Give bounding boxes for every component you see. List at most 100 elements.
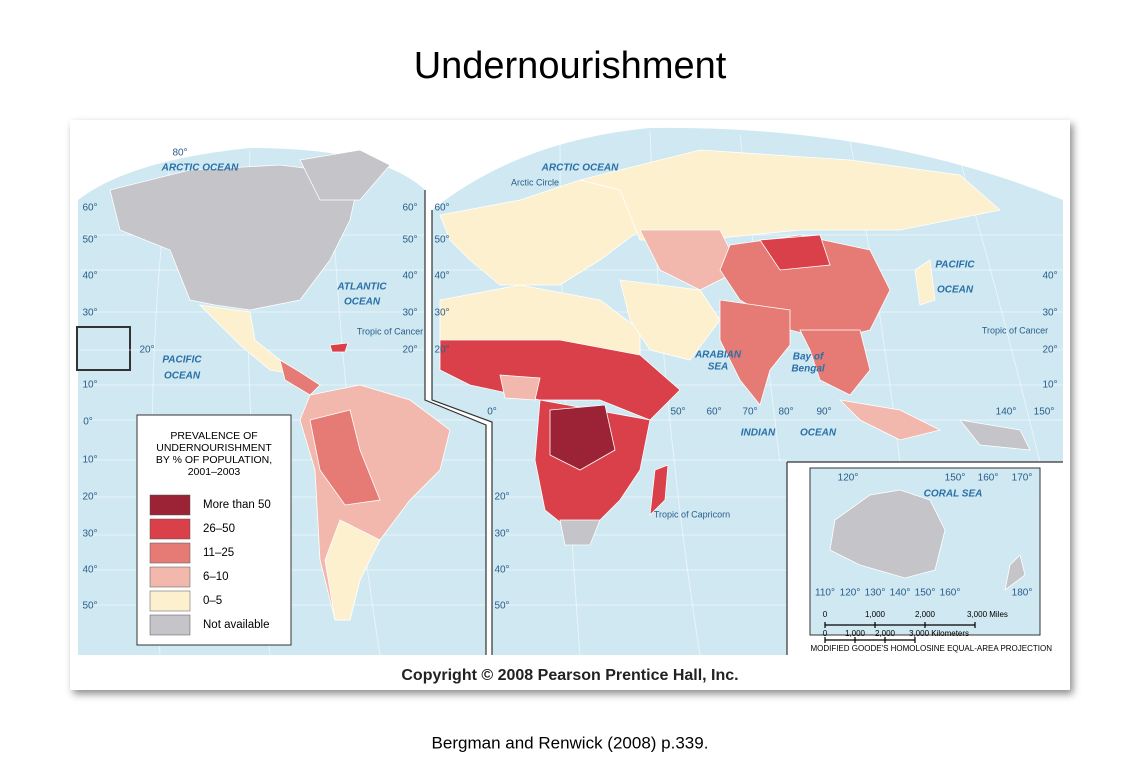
degree-label: 40°: [494, 565, 509, 576]
japan: [914, 259, 936, 306]
ocean-label: OCEAN: [164, 371, 201, 382]
andes-countries: [309, 409, 381, 506]
degree-label: 0°: [487, 407, 497, 418]
degree-label: 70°: [742, 407, 757, 418]
degree-label: 20°: [139, 345, 154, 356]
degree-label: 30°: [434, 308, 449, 319]
title: Undernourishment: [414, 45, 727, 87]
citation: Bergman and Renwick (2008) p.339.: [432, 733, 709, 752]
ocean-label: OCEAN: [800, 428, 837, 439]
ocean-label: ARABIAN: [694, 350, 742, 361]
map-labels: ARCTIC OCEAN ARCTIC OCEAN ATLANTIC OCEAN PAC…: [82, 148, 1057, 612]
degree-label: 30°: [82, 529, 97, 540]
legend-label: 11–25: [203, 547, 234, 559]
line-label: Tropic of Cancer: [982, 325, 1048, 335]
legend-swatch: [149, 614, 191, 636]
scale-miles-label: 0: [823, 610, 828, 619]
legend-label: 26–50: [203, 523, 235, 535]
indonesia: [838, 399, 942, 441]
degree-label: 110°: [815, 588, 835, 599]
degree-label: 50°: [670, 407, 685, 418]
degree-label: 170°: [1012, 473, 1033, 484]
degree-label: 40°: [82, 271, 97, 282]
ocean-label: SEA: [708, 362, 729, 373]
russia: [579, 149, 1001, 241]
legend-swatch: [149, 590, 191, 612]
sahel: [439, 339, 681, 421]
line-label: Tropic of Cancer: [357, 326, 423, 336]
hawaii-inset: [76, 326, 131, 371]
degree-label: 20°: [1042, 345, 1057, 356]
degree-label: 30°: [82, 308, 97, 319]
legend-label: More than 50: [203, 499, 271, 511]
ocean-label: PACIFIC: [162, 355, 202, 366]
scale-lines: [824, 622, 976, 643]
degree-label: 50°: [82, 601, 97, 612]
central-asia: [639, 229, 741, 291]
degree-label: 30°: [402, 308, 417, 319]
copyright: Copyright © 2008 Pearson Prentice Hall, …: [401, 667, 738, 684]
degree-label: 60°: [434, 203, 449, 214]
degree-label: 140°: [996, 407, 1017, 418]
central-africa: [549, 404, 616, 471]
legend-label: Not available: [203, 619, 269, 631]
degree-label: 20°: [494, 492, 509, 503]
ocean-label: ATLANTIC: [336, 282, 387, 293]
line-label: Tropic of Capricorn: [654, 509, 730, 519]
ocean-label: PACIFIC: [935, 260, 975, 271]
degree-label: 140°: [890, 588, 911, 599]
middle-east: [619, 279, 721, 361]
legend-label: 6–10: [203, 571, 229, 583]
degree-label: 90°: [816, 407, 831, 418]
south-africa: [559, 519, 601, 546]
new-guinea: [959, 419, 1031, 451]
west-africa: [499, 374, 541, 401]
degree-label: 10°: [82, 455, 97, 466]
haiti: [329, 342, 349, 353]
scale-km-label: 2,000: [875, 629, 896, 638]
india: [719, 299, 791, 406]
scale-miles-label: 3,000 Miles: [967, 610, 1008, 619]
legend-swatch: [149, 518, 191, 540]
degree-label: 50°: [434, 235, 449, 246]
europe: [439, 179, 641, 286]
degree-label: 0°: [83, 417, 93, 428]
degree-label: 130°: [865, 588, 886, 599]
degree-label: 180°: [1012, 588, 1033, 599]
projection-note: MODIFIED GOODE'S HOMOLOSINE EQUAL-AREA P…: [810, 644, 1052, 653]
greenland: [299, 149, 391, 201]
degree-label: 120°: [840, 588, 861, 599]
madagascar: [649, 464, 669, 517]
ocean-label: INDIAN: [741, 428, 776, 439]
ocean-label: Bay of: [793, 352, 825, 363]
interruption-edges: [424, 190, 1063, 655]
scale-labels: 0 1,000 2,000 3,000 Miles 0 1,000 2,000 3,000 K…: [823, 610, 1008, 638]
degree-label: 40°: [402, 271, 417, 282]
legend-label: 0–5: [203, 595, 222, 607]
degree-label: 40°: [434, 271, 449, 282]
degree-label: 10°: [82, 380, 97, 391]
degree-label: 30°: [1042, 308, 1057, 319]
degree-label: 120°: [838, 473, 859, 484]
degree-label: 80°: [172, 148, 187, 159]
degree-label: 30°: [494, 529, 509, 540]
new-zealand: [1004, 554, 1026, 591]
ocean-label: CORAL SEA: [924, 489, 983, 500]
ocean-label: OCEAN: [344, 297, 381, 308]
southeast-asia: [799, 329, 871, 396]
ocean-label: ARCTIC OCEAN: [161, 163, 239, 174]
degree-label: 10°: [1042, 380, 1057, 391]
line-label: Arctic Circle: [511, 177, 559, 187]
degree-label: 60°: [706, 407, 721, 418]
degree-label: 20°: [82, 492, 97, 503]
degree-label: 150°: [945, 473, 966, 484]
legend-title: BY % OF POPULATION,: [156, 454, 272, 466]
degree-label: 80°: [778, 407, 793, 418]
legend-title: UNDERNOURISHMENT: [156, 442, 272, 454]
degree-label: 50°: [494, 601, 509, 612]
legend-swatch: [149, 542, 191, 564]
degree-label: 20°: [434, 345, 449, 356]
degree-label: 160°: [978, 473, 999, 484]
